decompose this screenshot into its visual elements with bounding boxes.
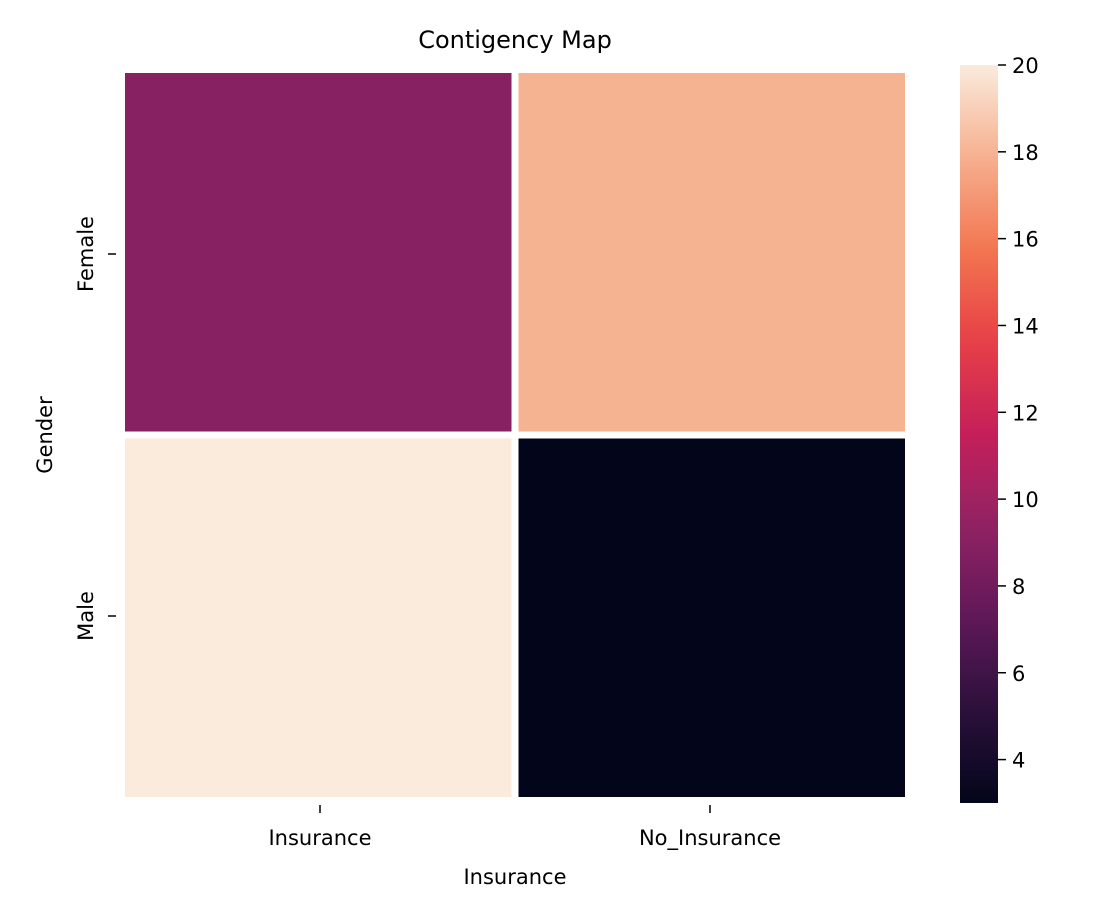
colorbar-tick-label: 6 [1012,662,1025,686]
chart-title: Contigency Map [418,26,612,54]
heatmap-cell [518,438,905,797]
colorbar [960,65,998,803]
colorbar-tick-label: 8 [1012,575,1025,599]
colorbar-ticks: 4 6 8 10 12 14 16 18 20 [998,54,1039,773]
heatmap-cell [518,73,905,432]
colorbar-tick-label: 20 [1012,54,1039,78]
x-axis-ticks: Insurance No_Insurance [268,805,781,851]
heatmap-cell [125,73,512,432]
colorbar-tick-label: 14 [1012,314,1039,338]
colorbar-tick-label: 10 [1012,488,1039,512]
heatmap-cell [125,438,512,797]
heatmap-cells [125,73,905,797]
x-tick-label: No_Insurance [639,826,781,851]
colorbar-tick-label: 18 [1012,141,1039,165]
y-tick-label: Male [74,591,98,641]
y-axis-ticks: Female Male [74,216,116,641]
colorbar-tick-label: 4 [1012,749,1025,773]
colorbar-tick-label: 16 [1012,228,1039,252]
colorbar-tick-label: 12 [1012,401,1039,425]
x-tick-label: Insurance [268,826,371,850]
y-axis-label: Gender [33,396,57,474]
x-axis-label: Insurance [463,865,566,889]
y-tick-label: Female [74,216,98,292]
